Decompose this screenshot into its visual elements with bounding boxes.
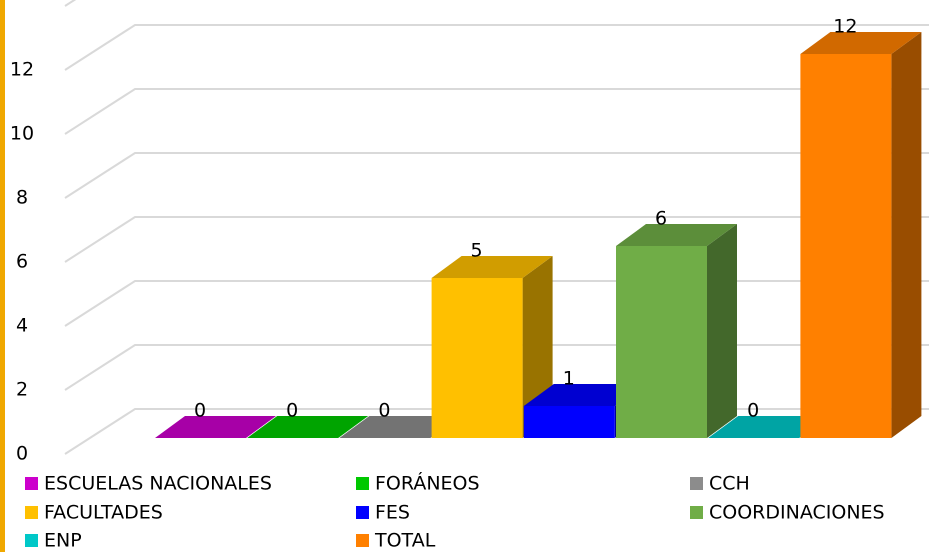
grid-line <box>64 88 929 135</box>
grid-line <box>64 0 77 7</box>
bar-top <box>800 32 922 54</box>
data-label: 12 <box>833 16 857 38</box>
legend-swatch <box>356 477 369 490</box>
bar <box>616 224 737 438</box>
y-tick-label: 12 <box>10 59 34 81</box>
legend-swatch <box>690 506 703 519</box>
legend-label: CCH <box>709 473 750 495</box>
bar-top <box>155 416 276 438</box>
y-tick-label: 8 <box>16 187 28 209</box>
legend-label: FORÁNEOS <box>375 472 480 495</box>
y-tick-label: 6 <box>16 251 28 273</box>
data-label: 0 <box>747 400 759 422</box>
grid-line <box>64 216 929 263</box>
legend-swatch <box>356 506 369 519</box>
legend-swatch <box>25 534 38 547</box>
bar-front <box>431 278 523 438</box>
bar-top <box>708 416 830 438</box>
bar-top <box>523 384 645 406</box>
legend-swatch <box>690 477 703 490</box>
bar <box>800 32 922 438</box>
grid-line <box>64 24 929 71</box>
legend-label: FES <box>375 502 410 524</box>
data-label: 1 <box>563 368 575 390</box>
legend-label: ENP <box>44 530 82 552</box>
legend-swatch <box>356 534 369 547</box>
data-label: 0 <box>194 400 206 422</box>
legend-label: COORDINACIONES <box>709 502 885 524</box>
legend-label: FACULTADES <box>44 502 163 524</box>
bar-top <box>616 224 737 246</box>
data-label: 5 <box>471 240 483 262</box>
bar-top <box>247 416 369 438</box>
bar <box>247 416 369 438</box>
legend-label: ESCUELAS NACIONALES <box>44 473 272 495</box>
bar <box>708 416 830 438</box>
left-border <box>0 0 5 552</box>
data-label: 6 <box>655 208 667 230</box>
y-tick-label: 10 <box>10 123 34 145</box>
bar-top <box>339 416 461 438</box>
legend-label: TOTAL <box>374 530 436 552</box>
bar <box>431 256 553 438</box>
bar-front <box>616 246 707 438</box>
legend-swatch <box>25 506 38 519</box>
bar-front <box>523 406 615 438</box>
grid-line <box>64 152 929 199</box>
data-label: 0 <box>286 400 298 422</box>
y-tick-label: 4 <box>16 315 28 337</box>
y-tick-label: 2 <box>16 379 28 401</box>
bar <box>155 416 276 438</box>
bar-front <box>800 54 892 438</box>
bar-top <box>431 256 553 278</box>
y-tick-label: 0 <box>16 443 28 465</box>
data-label: 0 <box>378 400 390 422</box>
bar-side <box>891 32 922 438</box>
legend-swatch <box>25 477 38 490</box>
bar <box>339 416 461 438</box>
bar-side <box>707 224 737 438</box>
